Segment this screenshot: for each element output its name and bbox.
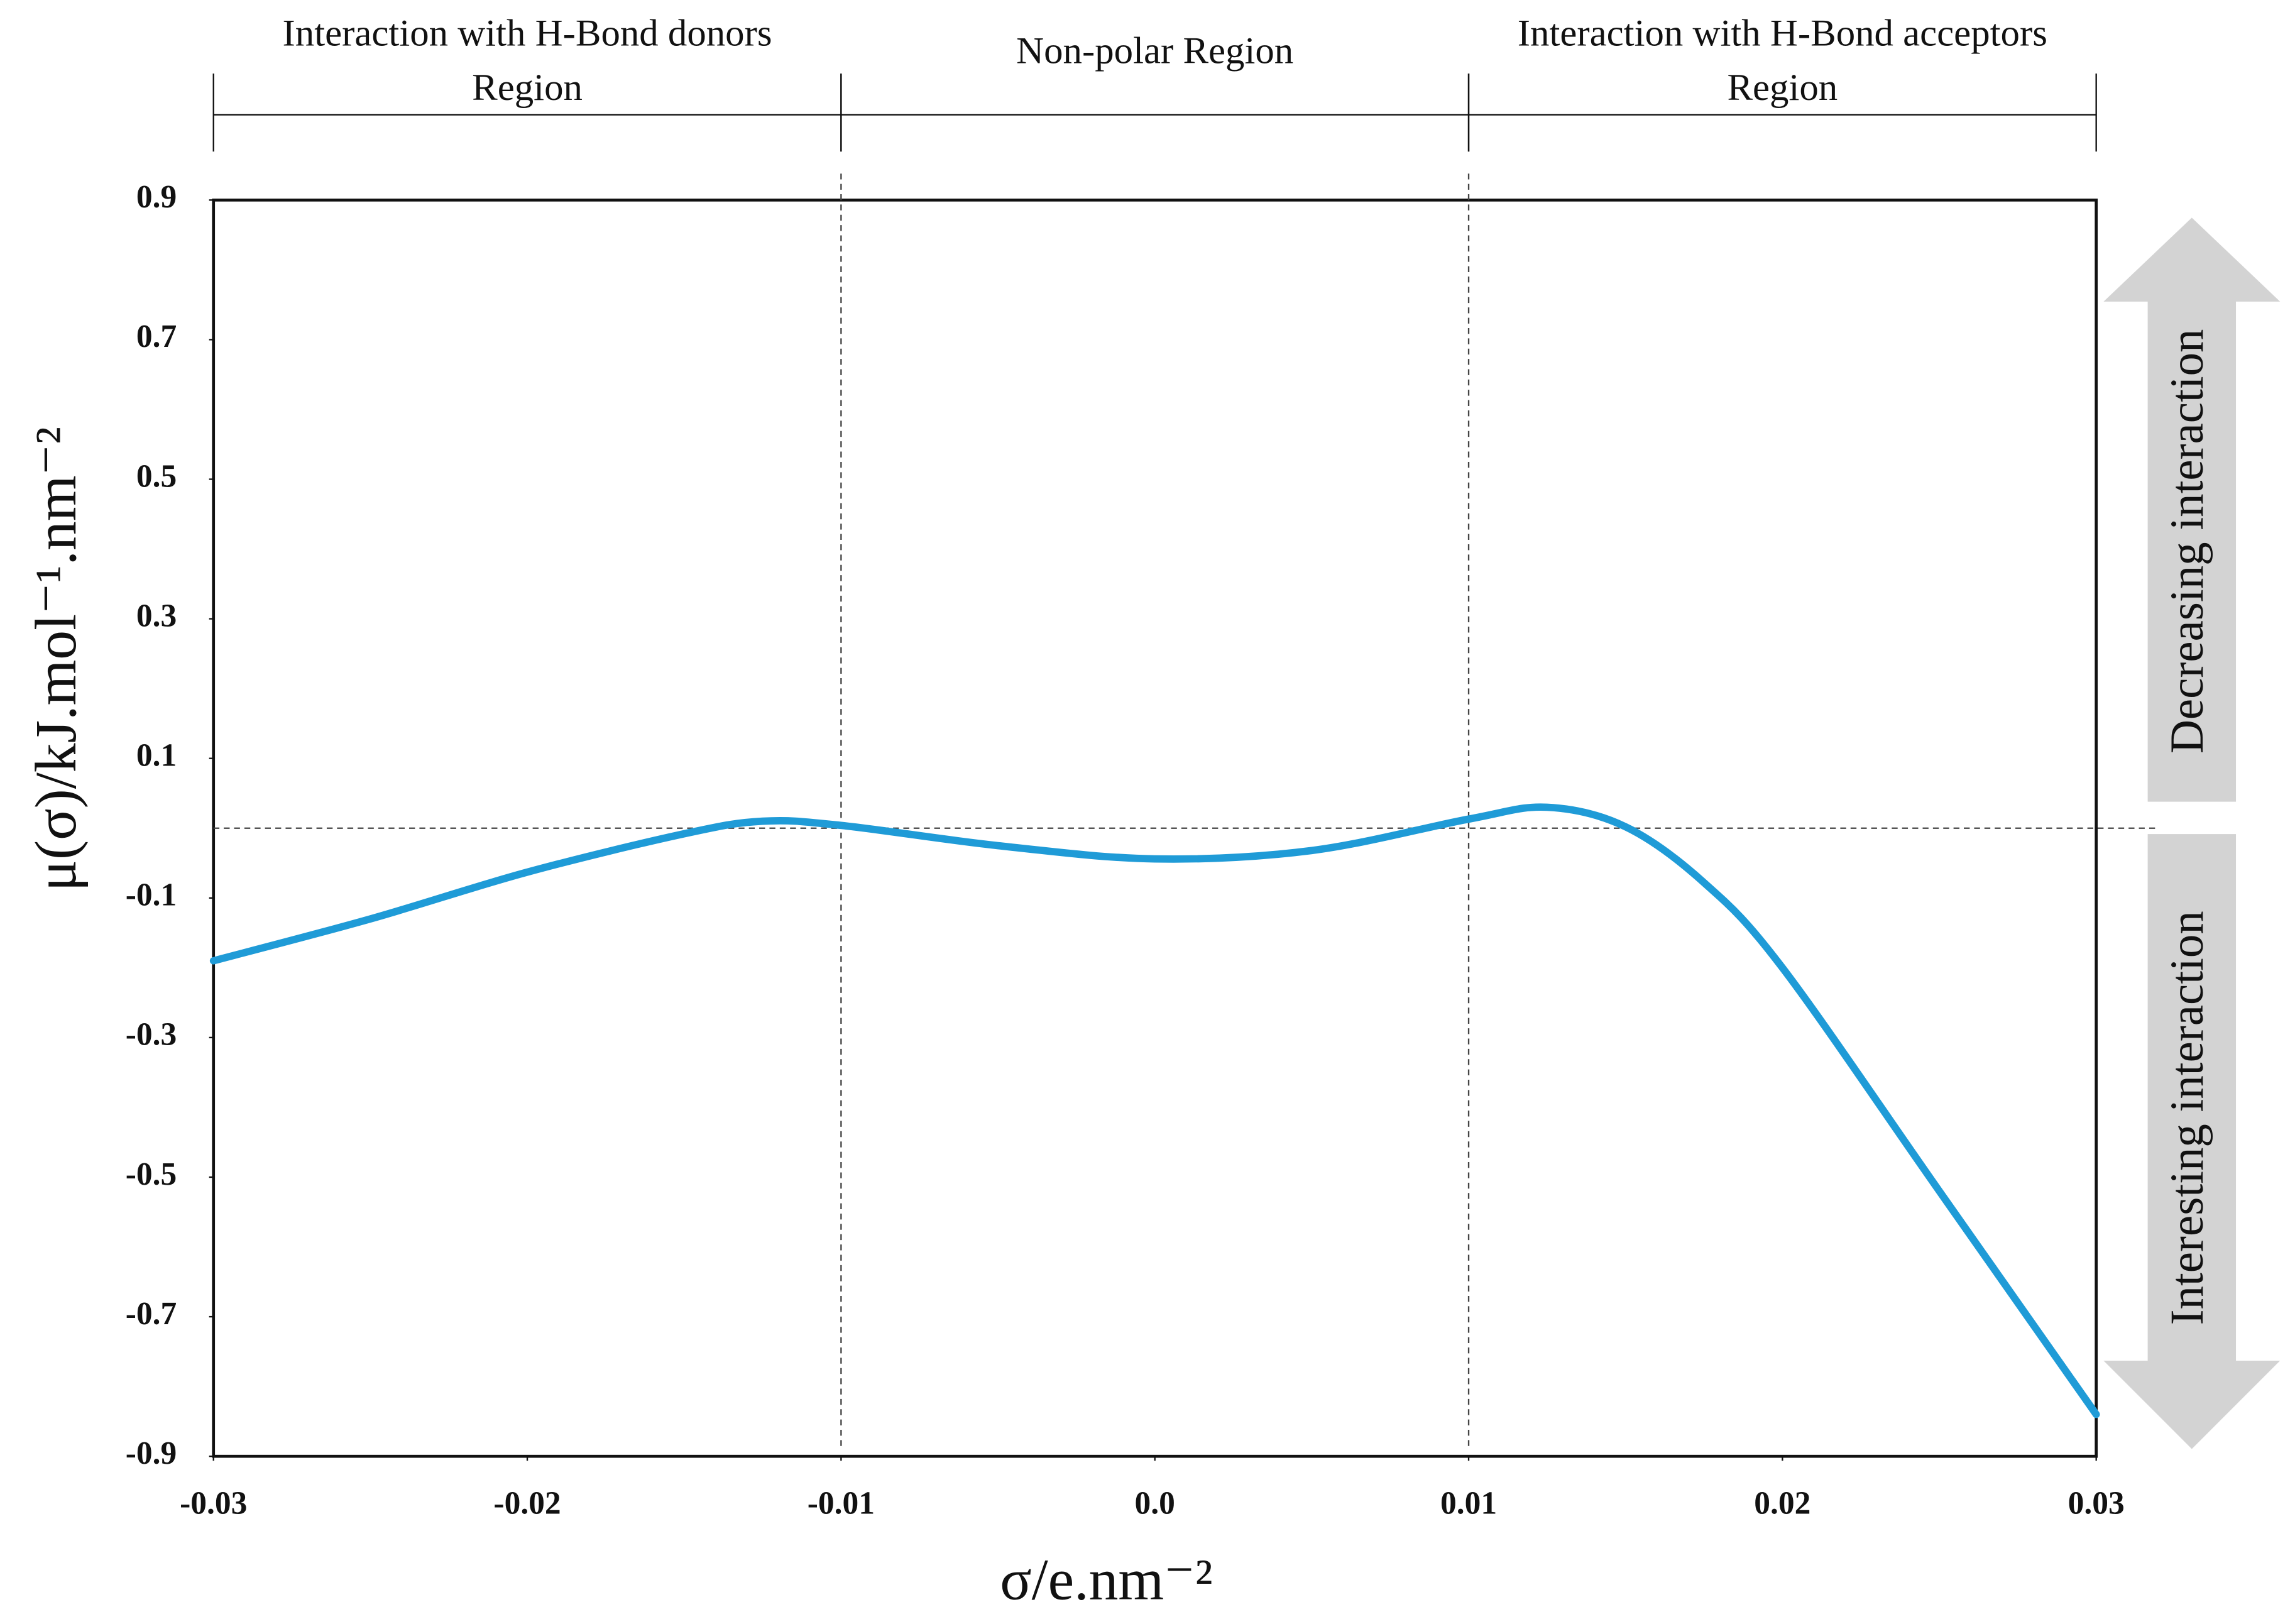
region-label: Interaction with H-Bond donors [283, 12, 772, 54]
y-tick-label: -0.7 [126, 1296, 177, 1332]
up-arrow [2103, 217, 2281, 802]
y-tick-label: -0.3 [126, 1017, 177, 1053]
region-label: Non-polar Region [1016, 30, 1293, 72]
region-label: Interaction with H-Bond acceptors [1518, 12, 2047, 54]
x-tick-label: 0.02 [1754, 1486, 1810, 1522]
arrow-label: Decreasing interaction [2161, 329, 2213, 754]
y-tick-label: 0.5 [136, 458, 177, 494]
y-tick-label: 0.3 [136, 598, 177, 634]
data-line [209, 803, 2100, 1418]
x-tick-label: 0.0 [1135, 1486, 1175, 1522]
x-tick-label: 0.03 [2068, 1486, 2125, 1522]
y-tick-label: 0.7 [136, 319, 177, 354]
down-arrow [2103, 834, 2281, 1449]
region-label: Region [472, 67, 583, 109]
x-tick-label: -0.02 [493, 1486, 561, 1522]
y-tick-label: 0.1 [136, 738, 177, 774]
y-tick-label: -0.5 [126, 1156, 177, 1192]
x-tick-label: -0.03 [180, 1486, 247, 1522]
y-tick-label: 0.9 [136, 179, 177, 215]
y-tick-label: -0.1 [126, 877, 177, 913]
region-label: Region [1727, 67, 1838, 109]
y-axis-label: μ(σ)/kJ.mol⁻¹.nm⁻² [24, 427, 89, 891]
arrow-label: Interesting interaction [2161, 911, 2213, 1325]
y-tick-label: -0.9 [126, 1435, 177, 1471]
x-axis-label: σ/e.nm⁻² [1000, 1548, 1213, 1613]
x-tick-label: 0.01 [1440, 1486, 1497, 1522]
x-tick-label: -0.01 [808, 1486, 875, 1522]
